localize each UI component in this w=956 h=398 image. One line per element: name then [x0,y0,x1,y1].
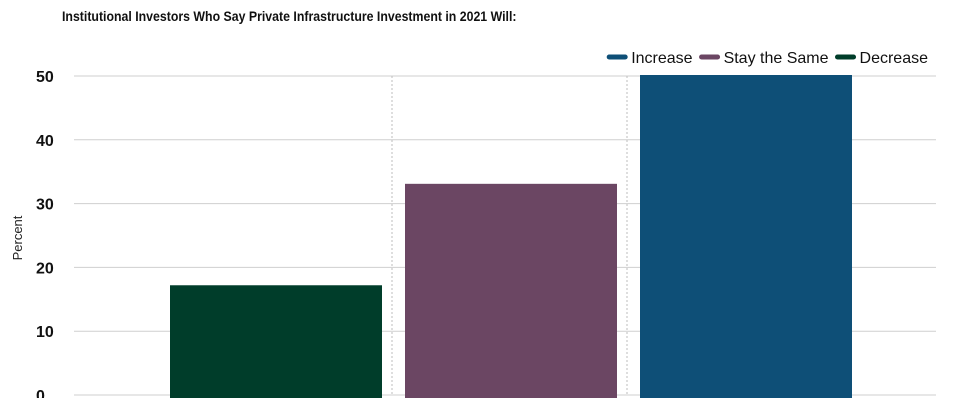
legend-label: Increase [631,50,692,67]
legend-label: Decrease [860,50,929,67]
bar-stay-the-same [405,183,617,398]
y-tick-label: 20 [36,260,54,277]
y-tick-label: 10 [36,324,54,341]
chart-title: Institutional Investors Who Say Private … [62,8,517,24]
y-tick-label: 0 [36,388,45,398]
bar-increase [640,75,852,398]
y-axis-ticks: 0 10 20 30 40 50 [36,69,54,398]
bars [170,75,852,398]
y-tick-label: 50 [36,69,54,86]
y-tick-label: 30 [36,197,54,214]
bar-decrease [170,285,382,398]
y-axis-label: Percent [10,215,25,260]
y-tick-label: 40 [36,133,54,150]
category-dividers [391,76,628,395]
legend-label: Stay the Same [724,50,829,67]
legend: Decrease Stay the Same Increase [606,50,929,67]
